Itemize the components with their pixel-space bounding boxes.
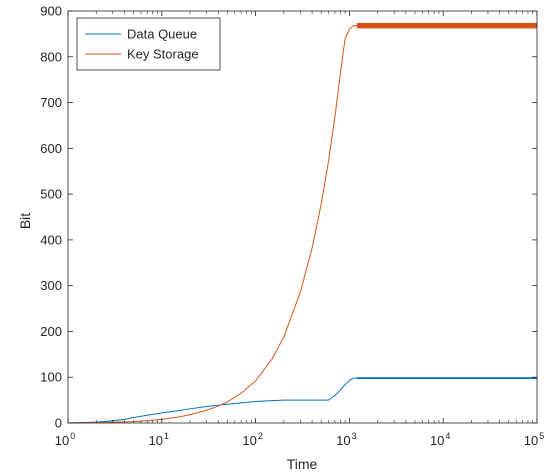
y-tick-label: 500	[40, 187, 62, 202]
series-band-key-storage	[356, 22, 537, 29]
x-tick-label: 103	[336, 431, 356, 448]
legend-box	[76, 17, 221, 71]
y-tick-label: 0	[55, 416, 62, 431]
y-tick-label: 200	[40, 324, 62, 339]
x-tick-label: 105	[524, 431, 544, 448]
y-tick-label: 700	[40, 95, 62, 110]
y-tick-label: 800	[40, 49, 62, 64]
legend: Data Queue Key Storage	[76, 17, 221, 71]
x-axis-label: Time	[287, 456, 318, 472]
y-tick-label: 300	[40, 278, 62, 293]
x-tick-label: 100	[55, 431, 75, 448]
y-tick-label: 100	[40, 370, 62, 385]
axes-layer	[67, 10, 538, 424]
x-tick-label: 104	[430, 431, 450, 448]
y-tick-label: 900	[40, 4, 62, 19]
x-tick-label: 101	[149, 431, 169, 448]
y-tick-label: 600	[40, 141, 62, 156]
series-band-data-queue	[356, 377, 537, 380]
legend-label-data-queue: Data Queue	[127, 27, 197, 42]
plot-area	[68, 11, 537, 423]
legend-label-key-storage: Key Storage	[127, 47, 199, 62]
y-tick-label: 400	[40, 232, 62, 247]
x-tick-label: 102	[242, 431, 262, 448]
plot-background	[68, 11, 537, 423]
axes-box	[67, 10, 538, 424]
y-axis-label: Bit	[17, 213, 33, 229]
